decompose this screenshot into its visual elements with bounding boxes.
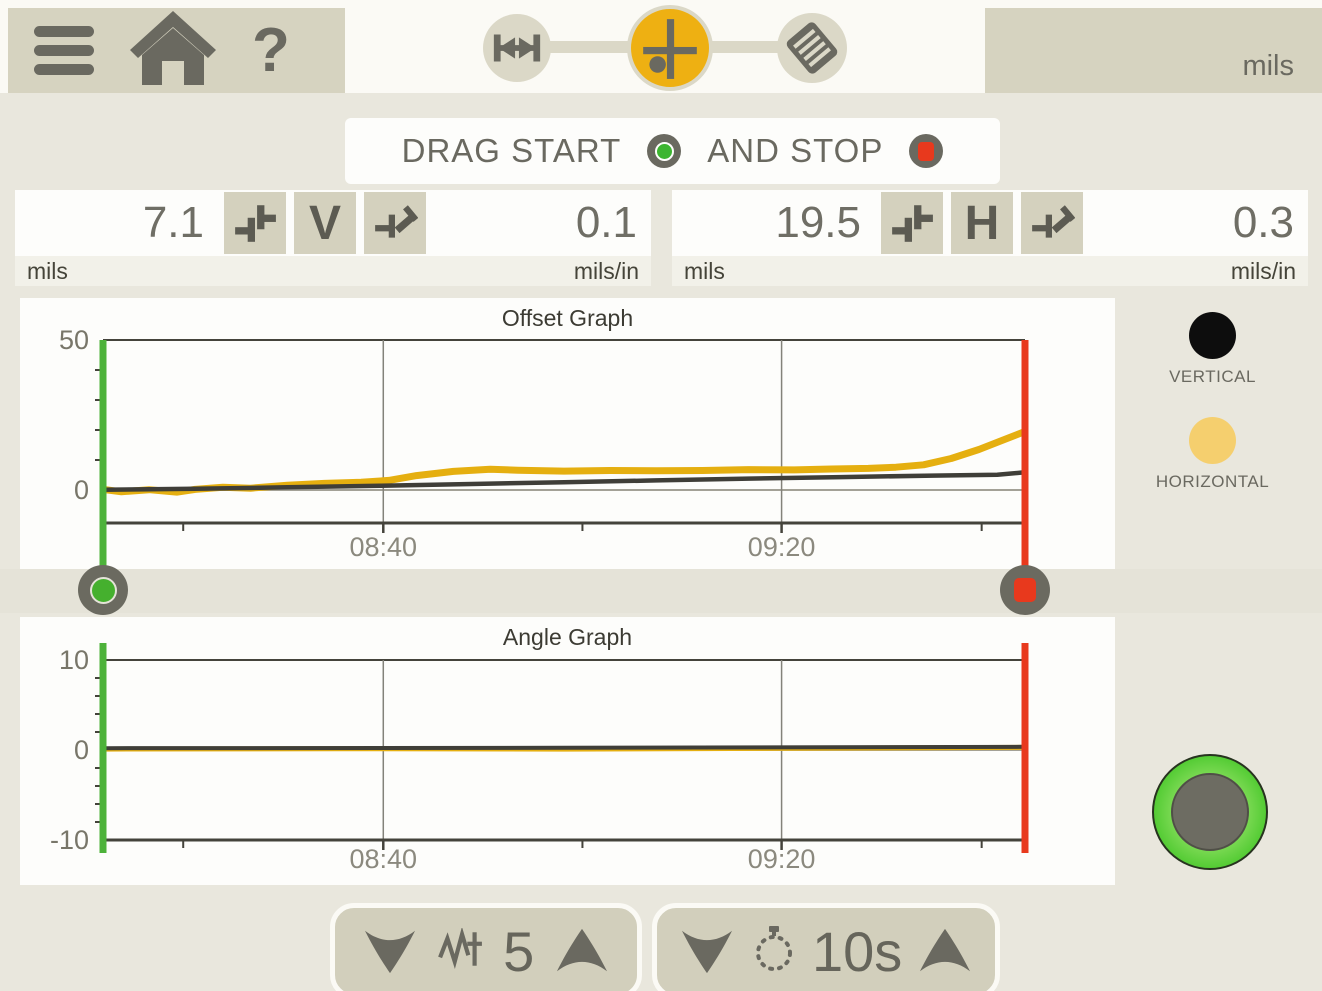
- svg-text:50: 50: [59, 325, 89, 355]
- samples-decrease-button[interactable]: [362, 925, 418, 977]
- step-nav: [345, 0, 985, 93]
- horizontal-offset-value: 19.5: [775, 198, 861, 247]
- horizontal-series-label: HORIZONTAL: [1155, 472, 1270, 491]
- vertical-value-panel: 7.1 V 0.1: [15, 190, 651, 286]
- topbar-left-block: ?: [8, 8, 345, 93]
- horizontal-offset-unit: mils: [684, 257, 725, 284]
- vertical-axis-letter: V: [308, 196, 341, 250]
- horizontal-angle-unit: mils/in: [1230, 257, 1296, 284]
- topbar-right-block: mils: [985, 8, 1322, 93]
- vertical-series-label: VERTICAL: [1169, 367, 1256, 386]
- samples-increase-button[interactable]: [554, 925, 610, 977]
- measure-button-core: [1171, 773, 1249, 851]
- angle-graph-canvas: 08:40 09:20 10 0 -10: [50, 643, 1029, 874]
- offset-misalignment-icon[interactable]: [224, 192, 286, 254]
- vertical-series-dot: [1189, 312, 1236, 359]
- home-icon[interactable]: [128, 9, 218, 92]
- samples-control: 5: [330, 903, 642, 991]
- interval-decrease-button[interactable]: [679, 925, 735, 977]
- horizontal-value-panel: 19.5 H 0.3: [672, 190, 1308, 286]
- stop-drag-handle[interactable]: [1000, 565, 1050, 615]
- offset-graph-panel: Offset Graph 08:40 09:20 50 0: [20, 298, 1115, 570]
- menu-icon[interactable]: [34, 26, 94, 75]
- angular-misalignment-icon[interactable]: [1021, 192, 1083, 254]
- range-handle-strip: [0, 565, 1322, 615]
- vertical-offset-value: 7.1: [142, 198, 204, 247]
- and-stop-label: AND STOP: [707, 132, 884, 169]
- interval-value: 10s: [811, 919, 903, 983]
- drag-banner: DRAG START AND STOP: [345, 118, 1000, 184]
- horizontal-axis-button[interactable]: H: [951, 192, 1013, 254]
- samples-value: 5: [503, 919, 535, 983]
- svg-text:10: 10: [59, 645, 89, 675]
- step-connector: [545, 41, 645, 53]
- vertical-axis-button[interactable]: V: [294, 192, 356, 254]
- offset-graph-canvas: 08:40 09:20 50 0: [59, 325, 1029, 570]
- angle-graph-panel: Angle Graph 08:40 09:20 10 0 -10: [20, 617, 1115, 885]
- help-icon[interactable]: ?: [252, 15, 290, 85]
- svg-text:08:40: 08:40: [349, 532, 417, 562]
- offset-graph-title: Offset Graph: [501, 305, 634, 331]
- stopwatch-icon: [750, 924, 798, 979]
- svg-text:0: 0: [74, 475, 89, 505]
- start-marker-icon: [647, 134, 682, 168]
- horizontal-axis-letter: H: [964, 196, 1000, 250]
- svg-text:08:40: 08:40: [349, 844, 417, 874]
- vertical-angle-value: 0.1: [575, 198, 637, 247]
- interval-increase-button[interactable]: [917, 925, 973, 977]
- drag-start-label: DRAG START: [401, 132, 622, 169]
- angular-misalignment-icon[interactable]: [364, 192, 426, 254]
- vertical-angle-unit: mils/in: [573, 257, 639, 284]
- series-legend: VERTICAL HORIZONTAL: [1125, 312, 1300, 492]
- offset-misalignment-icon[interactable]: [881, 192, 943, 254]
- horizontal-angle-value: 0.3: [1232, 198, 1294, 247]
- angle-graph-title: Angle Graph: [502, 624, 633, 650]
- step-report-icon[interactable]: [777, 13, 847, 83]
- step-measure-icon[interactable]: [627, 5, 713, 91]
- top-bar: ?: [0, 0, 1322, 93]
- horizontal-series-dot: [1189, 417, 1236, 464]
- interval-control: 10s: [652, 903, 1000, 991]
- svg-text:0: 0: [74, 735, 89, 765]
- unit-label: mils: [1242, 50, 1294, 82]
- svg-text:09:20: 09:20: [748, 844, 816, 874]
- step-distance-icon[interactable]: [483, 14, 551, 82]
- stop-marker-icon: [909, 134, 944, 168]
- vertical-offset-unit: mils: [27, 257, 68, 284]
- svg-text:09:20: 09:20: [748, 532, 816, 562]
- start-drag-handle[interactable]: [78, 565, 128, 615]
- svg-text:-10: -10: [50, 825, 89, 855]
- samples-filter-icon: [437, 926, 484, 975]
- measure-button[interactable]: [1152, 754, 1268, 870]
